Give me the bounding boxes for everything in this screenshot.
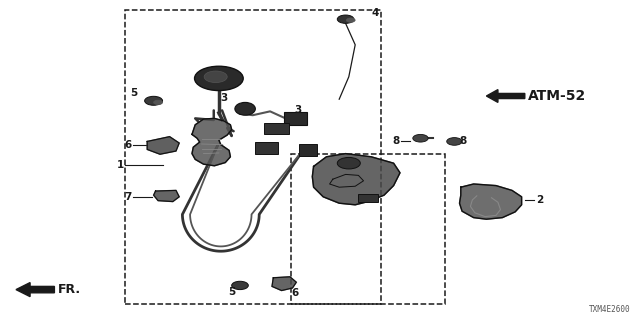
Circle shape xyxy=(204,71,227,83)
Text: TXM4E2600: TXM4E2600 xyxy=(589,305,630,314)
Text: 5: 5 xyxy=(228,287,236,297)
Circle shape xyxy=(413,134,428,142)
Text: 3: 3 xyxy=(294,105,301,116)
Circle shape xyxy=(337,15,354,23)
Text: 1: 1 xyxy=(117,160,124,170)
Text: 3: 3 xyxy=(221,92,228,103)
Polygon shape xyxy=(147,137,179,154)
Text: FR.: FR. xyxy=(58,283,81,296)
Text: 7: 7 xyxy=(124,192,131,202)
Bar xyxy=(125,10,381,304)
Circle shape xyxy=(232,281,248,290)
Polygon shape xyxy=(192,118,232,166)
Text: 4: 4 xyxy=(371,8,379,19)
Polygon shape xyxy=(272,277,296,291)
Ellipse shape xyxy=(235,102,255,115)
Polygon shape xyxy=(330,174,364,187)
Text: ATM-52: ATM-52 xyxy=(528,89,586,103)
Circle shape xyxy=(154,100,163,105)
Polygon shape xyxy=(486,90,525,102)
Text: 5: 5 xyxy=(131,88,138,98)
Text: 6: 6 xyxy=(291,288,298,298)
Text: 8: 8 xyxy=(460,136,467,146)
Text: 2: 2 xyxy=(536,195,543,205)
Circle shape xyxy=(145,96,163,105)
Circle shape xyxy=(337,157,360,169)
Bar xyxy=(255,142,278,154)
Bar xyxy=(264,123,289,134)
Bar xyxy=(358,194,378,202)
Circle shape xyxy=(195,66,243,91)
Bar xyxy=(284,112,307,125)
Polygon shape xyxy=(460,184,522,219)
Circle shape xyxy=(346,18,355,22)
Polygon shape xyxy=(154,190,179,202)
Bar xyxy=(299,144,317,156)
Text: 8: 8 xyxy=(393,136,400,146)
Bar xyxy=(291,154,445,304)
Polygon shape xyxy=(312,154,400,205)
Polygon shape xyxy=(16,283,54,297)
Text: 6: 6 xyxy=(124,140,131,150)
Circle shape xyxy=(447,138,462,145)
